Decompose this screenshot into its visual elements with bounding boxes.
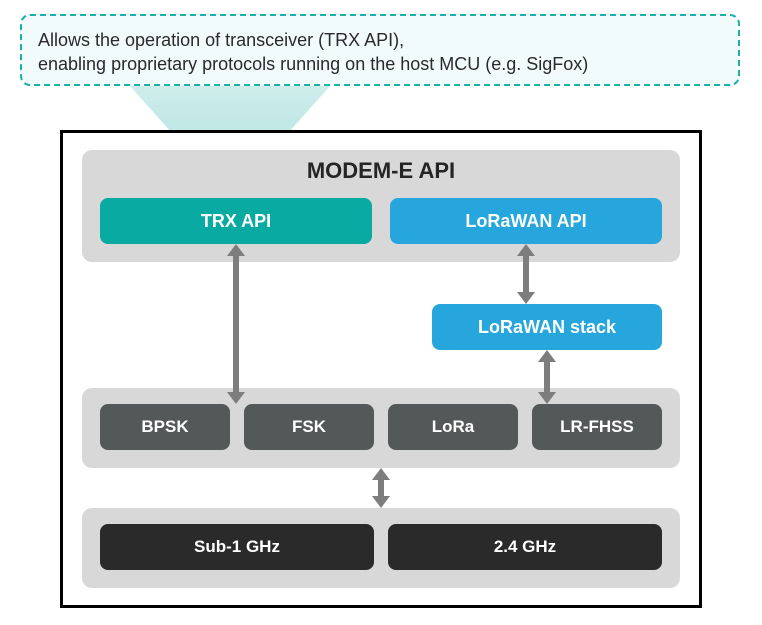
diagram-canvas: Allows the operation of transceiver (TRX… bbox=[0, 0, 762, 625]
modulation-box: LoRa bbox=[388, 404, 518, 450]
lorawan-api-box: LoRaWAN API bbox=[390, 198, 662, 244]
trx-api-label: TRX API bbox=[201, 211, 271, 232]
arrow-lorawanapi-to-stack bbox=[517, 244, 535, 304]
band-box: Sub-1 GHz bbox=[100, 524, 374, 570]
lorawan-stack-label: LoRaWAN stack bbox=[478, 317, 616, 338]
arrow-modulation-to-band bbox=[372, 468, 390, 508]
band-box: 2.4 GHz bbox=[388, 524, 662, 570]
modem-e-api-title: MODEM-E API bbox=[82, 158, 680, 188]
modulation-label: FSK bbox=[292, 417, 326, 437]
modulation-box: BPSK bbox=[100, 404, 230, 450]
modulation-label: LoRa bbox=[432, 417, 475, 437]
band-label: 2.4 GHz bbox=[494, 537, 556, 557]
modulation-label: BPSK bbox=[141, 417, 188, 437]
trx-api-box: TRX API bbox=[100, 198, 372, 244]
modulation-box: FSK bbox=[244, 404, 374, 450]
modulation-label: LR-FHSS bbox=[560, 417, 634, 437]
lorawan-stack-box: LoRaWAN stack bbox=[432, 304, 662, 350]
band-label: Sub-1 GHz bbox=[194, 537, 280, 557]
arrow-trx-to-modulation bbox=[227, 244, 245, 404]
lorawan-api-label: LoRaWAN API bbox=[465, 211, 586, 232]
arrow-stack-to-modulation bbox=[538, 350, 556, 404]
modulation-box: LR-FHSS bbox=[532, 404, 662, 450]
